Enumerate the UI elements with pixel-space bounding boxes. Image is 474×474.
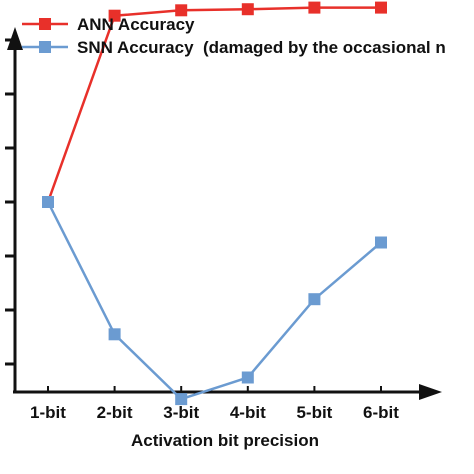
series-layer [42,1,387,406]
axes: 1-bit 2-bit 3-bit 4-bit 5-bit 6-bit [5,27,442,422]
legend-swatch-marker-ann [39,18,51,30]
series-line [46,6,381,203]
series-line [46,201,382,401]
x-tick-label: 2-bit [97,403,133,422]
x-axis-ticks: 1-bit 2-bit 3-bit 4-bit 5-bit 6-bit [30,386,399,422]
data-point [375,236,387,249]
series-snn [42,196,387,406]
legend-label-snn: SNN Accuracy (damaged by the occasional … [77,38,446,57]
legend-item-snn: SNN Accuracy (damaged by the occasional … [22,38,446,57]
series-ann [42,1,387,208]
x-axis-title: Activation bit precision [131,431,319,450]
legend-item-ann: ANN Accuracy [22,15,195,34]
x-axis-arrow [419,384,442,400]
data-point [108,328,121,341]
x-tick-label: 3-bit [163,403,199,422]
data-point [375,1,387,14]
legend-label-ann: ANN Accuracy [77,15,195,34]
data-point [308,293,321,306]
data-point [308,1,321,14]
data-point [108,9,121,22]
x-tick-label: 1-bit [30,403,66,422]
data-point [175,4,188,17]
data-point [241,3,254,16]
data-point [175,393,188,406]
y-axis-ticks [5,38,15,366]
x-tick-label: 4-bit [230,403,266,422]
x-tick-label: 6-bit [363,403,399,422]
legend-swatch-marker-snn [39,41,51,53]
x-tick-label: 5-bit [296,403,332,422]
data-point [241,371,254,384]
legend: ANN Accuracy SNN Accuracy (damaged by th… [22,15,446,57]
data-point [42,196,54,208]
